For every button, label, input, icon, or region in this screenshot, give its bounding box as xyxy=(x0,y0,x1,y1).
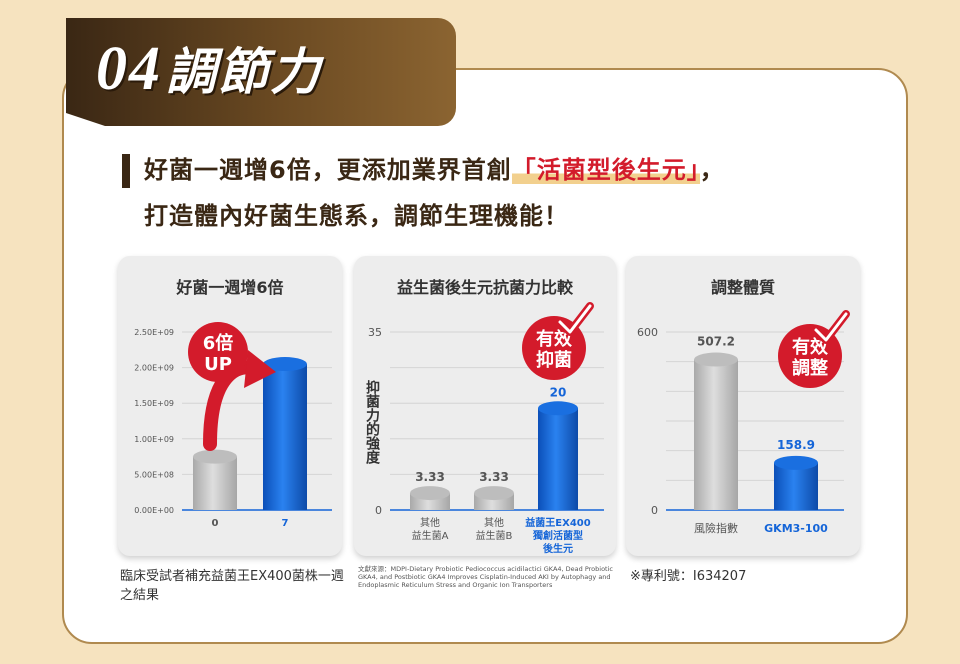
badge-adjust-text-bottom: 調整 xyxy=(792,357,828,379)
x-tick-label: 其他 xyxy=(420,516,440,529)
bar xyxy=(538,408,578,510)
bar-cap xyxy=(263,357,307,372)
x-tick-label: 益生菌B xyxy=(476,529,513,542)
headline-line2: 打造體內好菌生態系，調節生理機能！ xyxy=(144,202,569,230)
chart-card-constitution: 調整體質 0 600 507.2 風險指數 158.9 GKM3-100 有效 調整 xyxy=(626,256,860,556)
y-axis-label: 抑菌力的強度 xyxy=(364,379,380,465)
badge-antibacterial-check-icon xyxy=(558,304,592,334)
antibacterial-chart: 035抑菌力的強度3.33其他益生菌A3.33其他益生菌B20益菌王EX400獨… xyxy=(364,302,604,555)
title-banner xyxy=(66,18,456,126)
y-tick-label: 1.00E+09 xyxy=(134,435,174,444)
headline-line1: 好菌一週增6倍，更添加業界首創「活菌型後生元」， xyxy=(144,150,725,185)
headline-line1-post: ， xyxy=(699,156,725,184)
y-tick-label: 1.50E+09 xyxy=(134,399,174,408)
data-label: 507.2 xyxy=(697,335,735,349)
bar-cap xyxy=(193,449,237,464)
page-title: 04調節力 xyxy=(96,32,322,105)
y-tick-label: 0 xyxy=(375,504,382,517)
x-tick-label: 益菌王EX400 xyxy=(525,516,590,529)
bar xyxy=(774,462,818,510)
x-tick-label: 7 xyxy=(282,518,289,529)
badge-six-times-circle xyxy=(188,322,248,382)
title-number: 04 xyxy=(96,35,162,103)
bar-cap xyxy=(474,486,514,501)
badge-adjust-text-top: 有效 xyxy=(792,336,829,358)
data-label: 158.9 xyxy=(777,438,815,452)
bar-cap xyxy=(538,401,578,416)
bar-cap xyxy=(694,352,738,367)
note-patent: ※專利號：I634207 xyxy=(630,569,747,584)
y-tick-label: 2.00E+09 xyxy=(134,364,174,373)
x-tick-label: 後生元 xyxy=(543,542,573,555)
data-label: 3.33 xyxy=(415,470,445,484)
x-tick-label: GKM3-100 xyxy=(764,522,828,535)
badge-adjust-check-icon xyxy=(814,312,848,342)
x-tick-label: 0 xyxy=(212,518,219,529)
chart-card-growth: 好菌一週增6倍 0.00E+00 5.00E+08 1.00E+09 1.50E+09… xyxy=(118,256,342,556)
y-tick-label: 2.50E+09 xyxy=(134,328,174,337)
y-tick-label: 0.00E+00 xyxy=(134,506,174,515)
arrow-head-icon xyxy=(244,350,276,388)
y-tick-label: 0 xyxy=(651,504,658,517)
growth-chart: 0.00E+00 5.00E+08 1.00E+09 1.50E+09 2.00E+09… xyxy=(134,322,332,529)
badge-six-times-text-bottom: UP xyxy=(204,354,232,375)
note-clinical: 臨床受試者補充益菌王EX400菌株一週之結果 xyxy=(120,569,344,603)
bar xyxy=(193,456,237,510)
headline-line1-accent: 「活菌型後生元」 xyxy=(511,156,700,184)
chart-title: 益生菌後生元抗菌力比較 xyxy=(396,278,573,297)
badge-antibacterial-text-bottom: 抑菌 xyxy=(536,350,572,371)
chart-card-antibacterial: 益生菌後生元抗菌力比較 0 35 抑菌力的強度 3.33 其他 益生菌A 3.33 其他 益生菌… xyxy=(354,256,616,556)
x-tick-label: 風險指數 xyxy=(694,521,738,535)
note-reference: 文獻來源：MDPI-Dietary Probiotic Pediococcus … xyxy=(358,565,613,589)
badge-six-times-text-top: 6倍 xyxy=(203,332,234,354)
bar-cap xyxy=(774,455,818,470)
data-label: 20 xyxy=(550,385,567,399)
y-tick-label: 600 xyxy=(637,326,658,339)
headline-line1-pre: 好菌一週增6倍，更添加業界首創 xyxy=(144,156,512,184)
y-tick-label: 5.00E+08 xyxy=(134,470,174,479)
headline-bar xyxy=(122,154,130,188)
x-tick-label: 其他 xyxy=(484,516,504,529)
x-tick-label: 獨創活菌型 xyxy=(532,529,583,542)
bar-cap xyxy=(410,486,450,501)
y-tick-label: 35 xyxy=(368,326,382,339)
title-text: 調節力 xyxy=(166,42,322,101)
x-tick-label: 益生菌A xyxy=(412,529,449,542)
badge-antibacterial-text-top: 有效 xyxy=(536,328,573,350)
data-label: 3.33 xyxy=(479,470,509,484)
bar xyxy=(694,359,738,510)
bar xyxy=(263,364,307,510)
chart-title: 好菌一週增6倍 xyxy=(176,278,284,297)
chart-title: 調整體質 xyxy=(710,278,775,297)
